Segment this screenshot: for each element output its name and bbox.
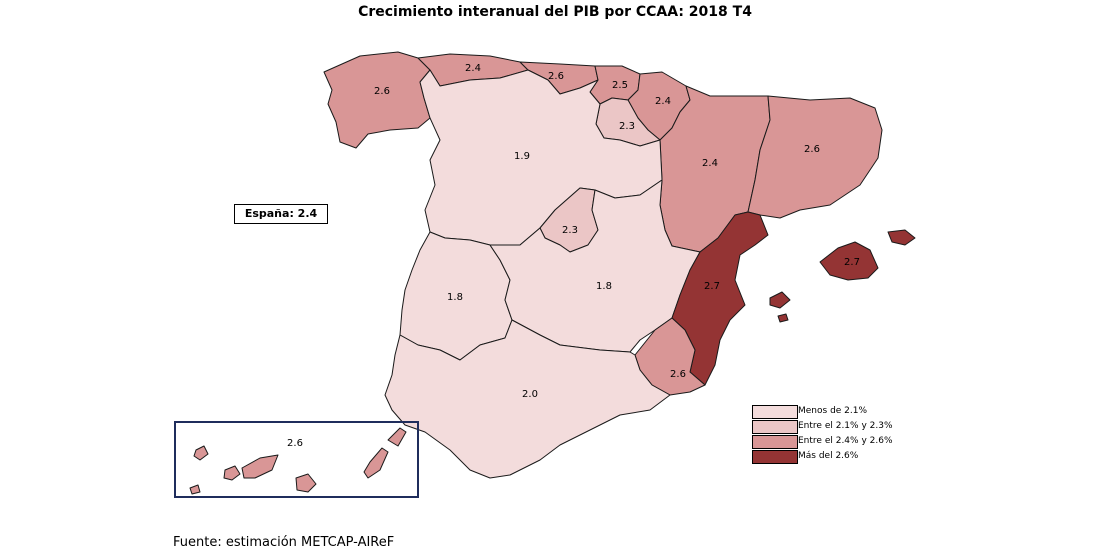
label-aragon: 2.4 [702, 158, 718, 169]
region-murcia[interactable] [634, 317, 706, 396]
map-title: Crecimiento interanual del PIB por CCAA:… [358, 4, 752, 20]
legend-item: Menos de 2.1% [752, 405, 912, 419]
label-valencia: 2.7 [704, 281, 720, 292]
legend-swatch [752, 450, 798, 464]
region-baleares[interactable] [769, 229, 916, 323]
label-extremadura: 1.8 [447, 292, 463, 303]
region-valencia[interactable] [671, 211, 769, 386]
region-andalucia[interactable] [384, 319, 671, 479]
label-andalucia: 2.0 [522, 389, 538, 400]
legend: Menos de 2.1% Entre el 2.1% y 2.3% Entre… [752, 405, 912, 465]
legend-swatch [752, 420, 798, 434]
legend-swatch [752, 405, 798, 419]
legend-label: Entre el 2.1% y 2.3% [798, 421, 893, 431]
region-cataluna[interactable] [747, 95, 883, 219]
label-navarra: 2.4 [655, 96, 671, 107]
label-asturias: 2.4 [465, 63, 481, 74]
canarias-inset-frame [174, 421, 419, 498]
label-cataluna: 2.6 [804, 144, 820, 155]
label-galicia: 2.6 [374, 86, 390, 97]
legend-label: Entre el 2.4% y 2.6% [798, 436, 893, 446]
label-madrid: 2.3 [562, 225, 578, 236]
region-galicia[interactable] [323, 51, 431, 149]
label-murcia: 2.6 [670, 369, 686, 380]
label-canarias: 2.6 [287, 438, 303, 449]
label-la-rioja: 2.3 [619, 121, 635, 132]
legend-item: Más del 2.6% [752, 450, 912, 464]
label-baleares: 2.7 [844, 257, 860, 268]
legend-swatch [752, 435, 798, 449]
legend-label: Más del 2.6% [798, 451, 859, 461]
legend-item: Entre el 2.1% y 2.3% [752, 420, 912, 434]
label-castilla-leon: 1.9 [514, 151, 530, 162]
source-note: Fuente: estimación METCAP-AIReF [173, 535, 395, 550]
label-cantabria: 2.6 [548, 71, 564, 82]
label-pais-vasco: 2.5 [612, 80, 628, 91]
region-canarias[interactable] [174, 421, 419, 498]
spain-total-box: España: 2.4 [234, 204, 328, 224]
legend-label: Menos de 2.1% [798, 406, 868, 416]
legend-item: Entre el 2.4% y 2.6% [752, 435, 912, 449]
label-castilla-la-mancha: 1.8 [596, 281, 612, 292]
